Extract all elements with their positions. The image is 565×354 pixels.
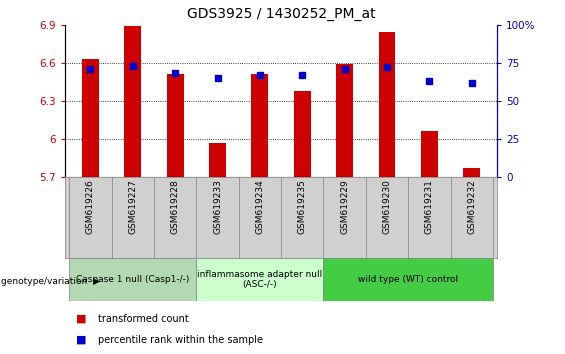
Text: ■: ■ [76,335,87,345]
Bar [197,258,323,301]
Text: GSM619229: GSM619229 [340,179,349,234]
Text: wild type (WT) control: wild type (WT) control [358,275,458,284]
Text: GSM619234: GSM619234 [255,179,264,234]
Bar [336,64,353,177]
Bar [82,59,99,177]
Text: genotype/variation  ▶: genotype/variation ▶ [1,277,100,286]
Text: transformed count: transformed count [98,314,189,324]
Text: ■: ■ [76,314,87,324]
Bar [421,131,438,177]
Bar [294,91,311,177]
Bar [379,33,395,177]
Text: GSM619233: GSM619233 [213,179,222,234]
Text: GSM619226: GSM619226 [86,179,95,234]
Bar [463,168,480,177]
Bar [124,26,141,177]
Bar [69,258,197,301]
Text: GSM619231: GSM619231 [425,179,434,234]
Text: percentile rank within the sample: percentile rank within the sample [98,335,263,345]
Text: inflammasome adapter null
(ASC-/-): inflammasome adapter null (ASC-/-) [197,270,323,289]
Text: GSM619230: GSM619230 [383,179,392,234]
Title: GDS3925 / 1430252_PM_at: GDS3925 / 1430252_PM_at [187,7,375,21]
Bar [167,74,184,177]
Text: GSM619227: GSM619227 [128,179,137,234]
Text: GSM619232: GSM619232 [467,179,476,234]
Bar [323,258,493,301]
Bar [251,74,268,177]
Text: GSM619228: GSM619228 [171,179,180,234]
Text: GSM619235: GSM619235 [298,179,307,234]
Bar [209,143,226,177]
Text: Caspase 1 null (Casp1-/-): Caspase 1 null (Casp1-/-) [76,275,189,284]
